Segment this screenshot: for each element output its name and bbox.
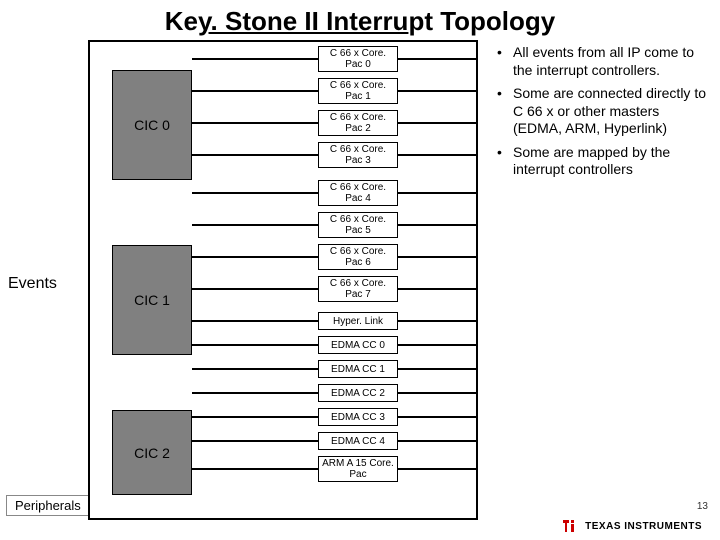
target-box: C 66 x Core. Pac 5 [318,212,398,238]
cic0-box: CIC 0 [112,70,192,180]
target-box: C 66 x Core. Pac 0 [318,46,398,72]
connector-line [398,58,478,60]
connector-line [398,392,478,394]
cic1-box: CIC 1 [112,245,192,355]
ti-logo-text: TEXAS INSTRUMENTS [585,521,702,532]
target-box: C 66 x Core. Pac 2 [318,110,398,136]
target-box: C 66 x Core. Pac 7 [318,276,398,302]
connector-line [192,344,318,346]
ti-icon [561,518,581,534]
events-label: Events [8,275,57,293]
target-box: EDMA CC 0 [318,336,398,354]
bullet-item: Some are connected directly to C 66 x or… [495,85,710,138]
connector-line [192,192,318,194]
target-box: C 66 x Core. Pac 4 [318,180,398,206]
title-underlined: y. Stone II Interru [198,6,408,36]
bullet-item: All events from all IP come to the inter… [495,44,710,79]
target-box: Hyper. Link [318,312,398,330]
cic1-label: CIC 1 [134,292,170,308]
cic0-label: CIC 0 [134,117,170,133]
title-suffix: pt Topology [408,6,555,36]
connector-line [398,344,478,346]
connector-line [192,468,318,470]
cic2-box: CIC 2 [112,410,192,495]
connector-line [192,58,318,60]
connector-line [192,440,318,442]
connector-line [192,90,318,92]
connector-line [192,256,318,258]
connector-line [192,392,318,394]
target-box: C 66 x Core. Pac 1 [318,78,398,104]
connector-line [398,154,478,156]
page-number: 13 [697,501,708,512]
connector-line [398,368,478,370]
connector-line [398,440,478,442]
connector-line [398,224,478,226]
connector-line [192,154,318,156]
connector-line [398,320,478,322]
peripherals-label: Peripherals [6,495,90,516]
target-box: C 66 x Core. Pac 3 [318,142,398,168]
target-box: C 66 x Core. Pac 6 [318,244,398,270]
connector-line [192,416,318,418]
target-box: EDMA CC 4 [318,432,398,450]
connector-line [398,90,478,92]
target-box: EDMA CC 2 [318,384,398,402]
connector-line [398,468,478,470]
target-box: ARM A 15 Core. Pac [318,456,398,482]
ti-logo: TEXAS INSTRUMENTS [561,518,702,534]
bullet-item: Some are mapped by the interrupt control… [495,144,710,179]
target-box: EDMA CC 3 [318,408,398,426]
connector-line [192,224,318,226]
connector-line [192,288,318,290]
connector-line [192,320,318,322]
connector-line [398,416,478,418]
connector-line [398,256,478,258]
cic2-label: CIC 2 [134,445,170,461]
connector-line [398,122,478,124]
title-prefix: Ke [165,6,198,36]
connector-line [192,368,318,370]
bullet-list: All events from all IP come to the inter… [495,44,710,185]
connector-line [398,192,478,194]
connector-line [192,122,318,124]
topology-diagram: CIC 0 CIC 1 CIC 2 C 66 x Core. Pac 0 C 66… [88,40,478,520]
page-title: Key. Stone II Interrupt Topology [0,0,720,41]
connector-line [398,288,478,290]
target-box: EDMA CC 1 [318,360,398,378]
